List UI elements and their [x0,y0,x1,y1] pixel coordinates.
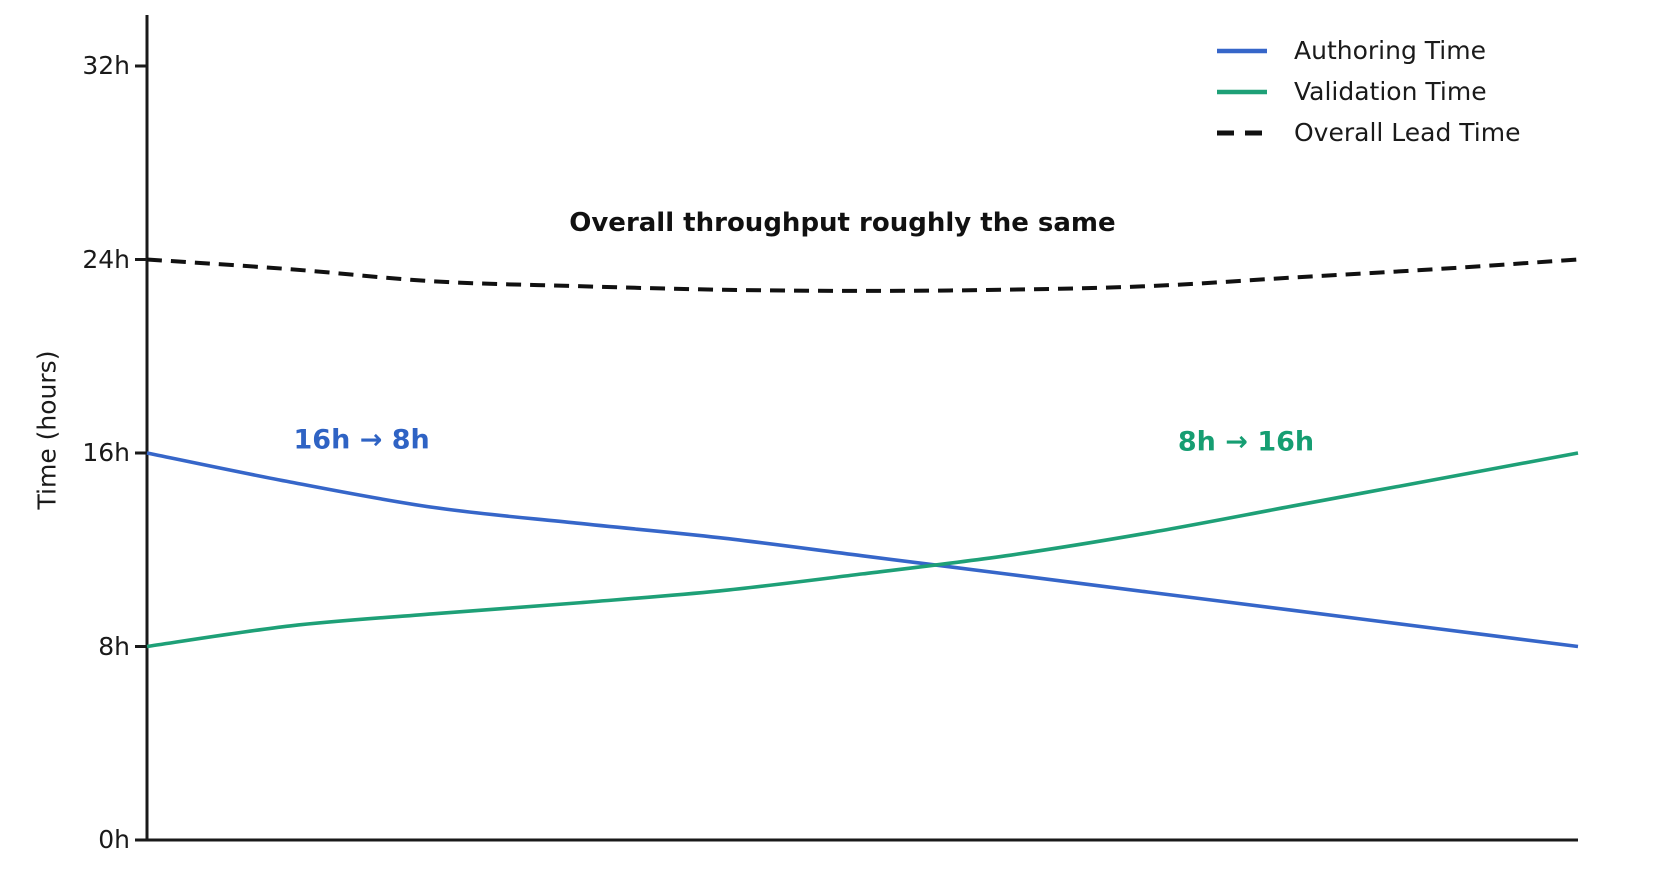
legend-label-authoring-time: Authoring Time [1294,36,1486,65]
overall-lead-time-line [146,257,1579,293]
authoring-time-line [146,451,1579,649]
authoring-line-swatch-icon [1217,48,1267,54]
lead-time-dashed-swatch-icon [1217,130,1267,136]
y-tick-label-8h: 8h [98,631,130,661]
validation-line-swatch-icon [1217,89,1267,95]
y-tick-label-32h: 32h [82,51,130,80]
y-tick-label-24h: 24h [82,244,130,274]
legend-label-validation-time: Validation Time [1294,77,1487,106]
annotation-authoring-16h-to-8h: 16h → 8h [293,424,430,456]
validation-time-line [146,451,1579,649]
legend: Authoring Time Validation Time Overall L… [1216,36,1520,148]
annotation-validation-8h-to-16h: 8h → 16h [1177,426,1315,458]
y-tick-label-0h: 0h [98,825,130,854]
annotation-throughput-note: Overall throughput roughly the same [569,208,1116,239]
y-axis-title: Time (hours) [32,350,62,510]
legend-label-overall-lead-time: Overall Lead Time [1294,118,1521,147]
legend-item-overall-lead-time: Overall Lead Time [1216,118,1520,148]
legend-item-validation-time: Validation Time [1216,77,1520,107]
legend-item-authoring-time: Authoring Time [1216,36,1520,66]
y-tick-label-16h: 16h [82,438,130,467]
